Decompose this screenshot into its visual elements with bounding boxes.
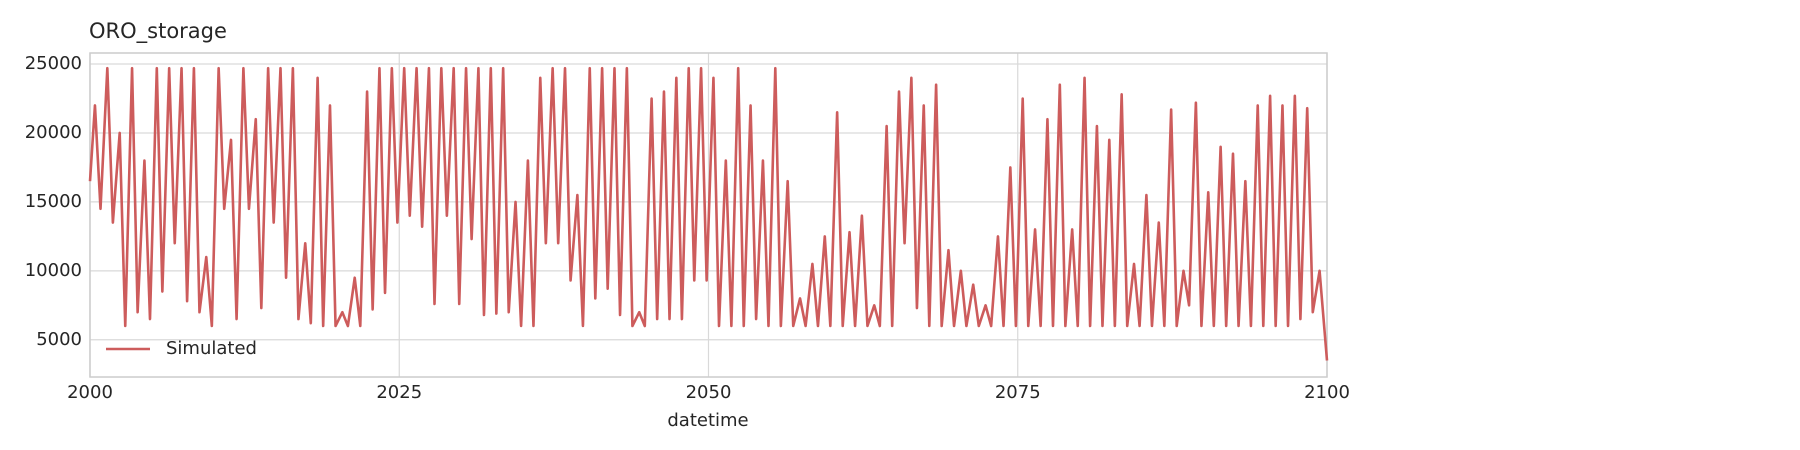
chart-title: ORO_storage <box>89 19 227 44</box>
y-tick-label: 25000 <box>25 53 82 74</box>
x-axis-label: datetime <box>667 410 748 431</box>
y-tick-label: 10000 <box>25 260 82 281</box>
series-line <box>88 66 1329 361</box>
legend-label: Simulated <box>166 338 257 359</box>
x-tick-label: 2100 <box>1304 382 1350 403</box>
y-tick-label: 15000 <box>25 191 82 212</box>
x-tick-label: 2050 <box>686 382 732 403</box>
plot-frame <box>89 52 1328 378</box>
x-tick-label: 2025 <box>376 382 422 403</box>
y-tick-label: 5000 <box>36 329 82 350</box>
x-tick-label: 2075 <box>995 382 1041 403</box>
y-tick-label: 20000 <box>25 122 82 143</box>
x-tick-label: 2000 <box>67 382 113 403</box>
